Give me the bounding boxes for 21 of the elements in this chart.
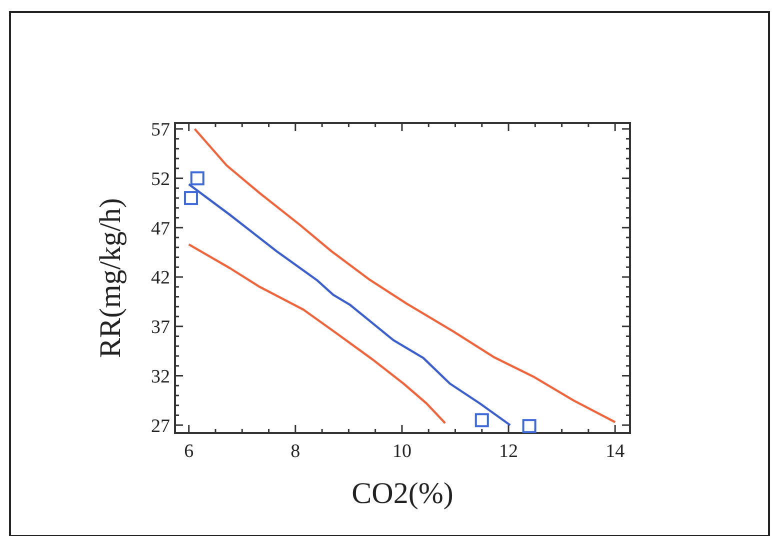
x-tick-label: 12 [499, 441, 518, 462]
line-series [188, 183, 512, 426]
y-tick-label: 52 [151, 168, 170, 190]
point [522, 419, 536, 434]
y-axis-title: RR(mg/kg/h) [94, 198, 127, 358]
point [474, 413, 489, 428]
x-tick-label: 10 [392, 441, 412, 462]
y-tick-label: 37 [151, 317, 170, 338]
x-axis-title: CO2(%) [352, 477, 454, 510]
point [184, 191, 198, 206]
y-tick-label: 27 [151, 416, 170, 437]
y-tick-label: 57 [151, 120, 170, 141]
x-tick-label: 6 [184, 441, 194, 462]
line-series [188, 243, 446, 424]
y-tick-label: 42 [151, 268, 170, 289]
point [190, 171, 204, 186]
y-tick-label: 32 [151, 366, 170, 388]
x-tick-label: 8 [290, 441, 300, 462]
x-tick-label: 14 [606, 441, 626, 462]
y-tick-label: 47 [151, 218, 170, 240]
line-series [194, 128, 616, 424]
